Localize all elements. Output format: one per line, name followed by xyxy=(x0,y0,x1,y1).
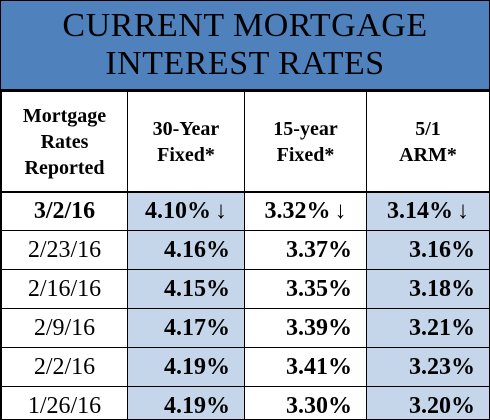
table-row: 1/26/16 4.19% 3.30% 3.20% xyxy=(1,386,489,419)
rate-30-year-cell: 4.15% xyxy=(127,269,245,309)
rate-30-year-cell: 4.19% xyxy=(127,386,245,419)
header-30-year: 30-Year Fixed* xyxy=(127,91,245,193)
rate-arm-cell: 3.23% xyxy=(366,347,489,387)
header-5-1-arm: 5/1 ARM* xyxy=(366,91,489,193)
date-cell: 2/16/16 xyxy=(1,269,128,309)
date-cell: 2/23/16 xyxy=(1,230,128,270)
table-row: 2/23/16 4.16% 3.37% 3.16% xyxy=(1,230,489,270)
header-reported: Mortgage Rates Reported xyxy=(1,91,128,193)
rate-30-year-cell: 4.17% xyxy=(127,308,245,348)
rate-arm-cell: 3.16% xyxy=(366,230,489,270)
down-arrow-icon: ↓ xyxy=(215,198,227,224)
rate-30-year-cell: 4.19% xyxy=(127,347,245,387)
rate-15-year-cell: 3.41% xyxy=(244,347,367,387)
rate-15-year-cell: 3.37% xyxy=(244,230,367,270)
date-cell: 2/9/16 xyxy=(1,308,128,348)
date-cell: 2/2/16 xyxy=(1,347,128,387)
rate-arm-cell: 3.18% xyxy=(366,269,489,309)
rates-table: Mortgage Rates Reported 30-Year Fixed* 1… xyxy=(1,91,489,419)
table-row: 2/9/16 4.17% 3.39% 3.21% xyxy=(1,308,489,348)
rate-arm-cell: 3.14% ↓ xyxy=(366,191,489,231)
rate-15-year-cell: 3.35% xyxy=(244,269,367,309)
rate-arm-cell: 3.20% xyxy=(366,386,489,419)
rate-15-year-cell: 3.30% xyxy=(244,386,367,419)
header-15-year: 15-year Fixed* xyxy=(244,91,367,193)
title-line-1: CURRENT MORTGAGE xyxy=(62,7,428,44)
rate-30-year-cell: 4.16% xyxy=(127,230,245,270)
down-arrow-icon: ↓ xyxy=(457,198,469,224)
date-cell: 3/2/16 xyxy=(1,191,128,231)
title-line-2: INTEREST RATES xyxy=(105,45,385,82)
rate-30-year-cell: 4.10% ↓ xyxy=(127,191,245,231)
table-row: 2/2/16 4.19% 3.41% 3.23% xyxy=(1,347,489,387)
down-arrow-icon: ↓ xyxy=(334,198,347,224)
rate-arm-cell: 3.21% xyxy=(366,308,489,348)
header-row: Mortgage Rates Reported 30-Year Fixed* 1… xyxy=(1,91,489,193)
page-title: CURRENT MORTGAGE INTEREST RATES xyxy=(1,1,489,91)
table-row: 3/2/16 4.10% ↓ 3.32% ↓ 3.14% ↓ xyxy=(1,191,489,231)
date-cell: 1/26/16 xyxy=(1,386,128,419)
rate-15-year-cell: 3.39% xyxy=(244,308,367,348)
rate-15-year-cell: 3.32% ↓ xyxy=(244,191,367,231)
table-row: 2/16/16 4.15% 3.35% 3.18% xyxy=(1,269,489,309)
